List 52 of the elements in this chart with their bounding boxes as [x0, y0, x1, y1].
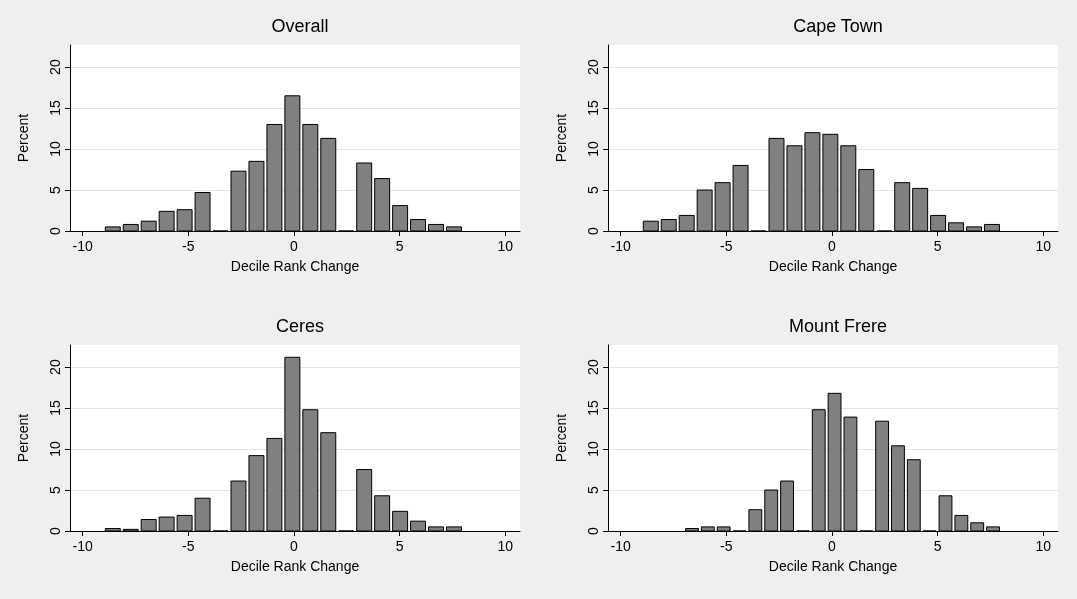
chart-title: Cape Town	[793, 16, 883, 36]
x-axis-title: Decile Rank Change	[768, 258, 898, 274]
x-tick-label: -10	[610, 238, 632, 254]
y-tick-label: 20	[47, 59, 63, 75]
y-tick-label: 10	[47, 440, 63, 457]
chart-title: Mount Frere	[788, 315, 888, 336]
y-tick-label: 20	[585, 59, 601, 75]
y-tick-label: 5	[585, 185, 601, 194]
y-tick-label: 20	[585, 358, 601, 375]
x-tick-label: 5	[933, 537, 942, 554]
chart-title: Ceres	[275, 315, 325, 336]
x-tick-label: 10	[1035, 537, 1052, 554]
x-tick-label: 0	[290, 537, 299, 554]
x-tick-label: 5	[933, 238, 942, 254]
x-tick-label: -5	[182, 537, 195, 554]
y-tick-label: 10	[47, 141, 63, 157]
x-tick-label: 5	[395, 537, 404, 554]
y-tick-label: 20	[47, 358, 63, 375]
y-tick-label: 0	[585, 526, 601, 535]
x-tick-label: 10	[497, 238, 514, 254]
y-tick-label: 5	[47, 485, 63, 494]
y-tick-label: 10	[585, 141, 601, 157]
y-axis-title: Percent	[553, 113, 569, 163]
y-axis-title: Percent	[15, 413, 31, 462]
y-tick-label: 15	[585, 399, 601, 416]
x-tick-label: -10	[610, 537, 632, 554]
y-tick-label: 10	[585, 440, 601, 457]
chart-title: Overall	[271, 16, 329, 36]
x-axis-title: Decile Rank Change	[230, 557, 360, 574]
x-tick-label: 0	[828, 238, 837, 254]
x-axis-title: Decile Rank Change	[230, 258, 360, 274]
x-tick-label: -10	[72, 537, 94, 554]
y-axis-title: Percent	[553, 413, 569, 462]
x-tick-label: 10	[1035, 238, 1052, 254]
x-tick-label: 5	[395, 238, 404, 254]
x-axis-title: Decile Rank Change	[768, 557, 898, 574]
x-tick-label: -5	[720, 238, 733, 254]
x-tick-label: 10	[497, 537, 514, 554]
y-tick-label: 15	[47, 100, 63, 116]
x-tick-label: -10	[72, 238, 94, 254]
y-tick-label: 15	[585, 100, 601, 116]
y-tick-label: 0	[47, 526, 63, 535]
y-tick-label: 0	[47, 226, 63, 235]
y-tick-label: 0	[585, 226, 601, 235]
y-tick-label: 15	[47, 399, 63, 416]
y-tick-label: 5	[47, 185, 63, 194]
x-tick-label: 0	[828, 537, 837, 554]
x-tick-label: 0	[290, 238, 299, 254]
y-axis-title: Percent	[15, 113, 31, 163]
x-tick-label: -5	[720, 537, 733, 554]
y-tick-label: 5	[585, 485, 601, 494]
x-tick-label: -5	[182, 238, 195, 254]
